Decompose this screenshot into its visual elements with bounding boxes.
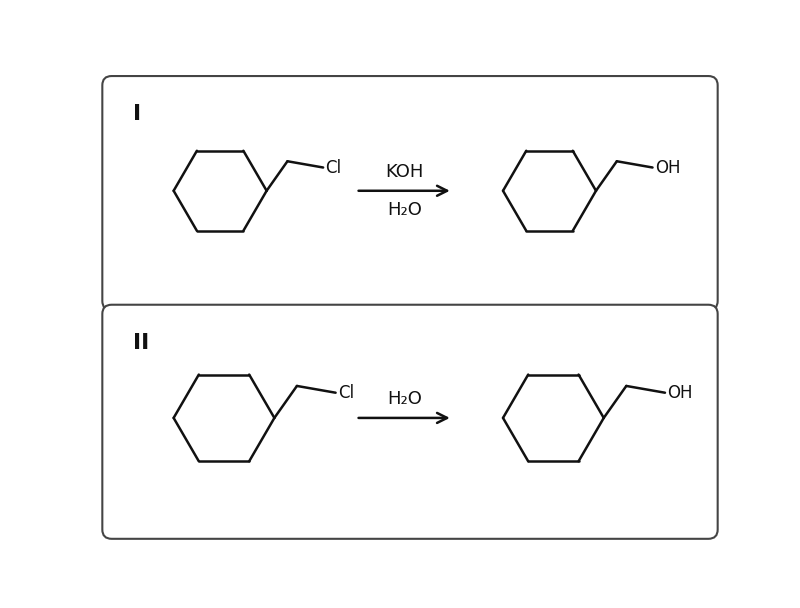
Text: I: I [133,104,141,124]
Text: Cl: Cl [338,384,354,402]
Text: II: II [133,333,149,353]
Text: Cl: Cl [326,159,342,176]
FancyBboxPatch shape [102,305,718,539]
Text: OH: OH [655,159,680,176]
Text: OH: OH [667,384,693,402]
Text: KOH: KOH [386,163,424,181]
Text: H₂O: H₂O [387,390,422,408]
FancyBboxPatch shape [102,76,718,310]
Text: H₂O: H₂O [387,201,422,219]
